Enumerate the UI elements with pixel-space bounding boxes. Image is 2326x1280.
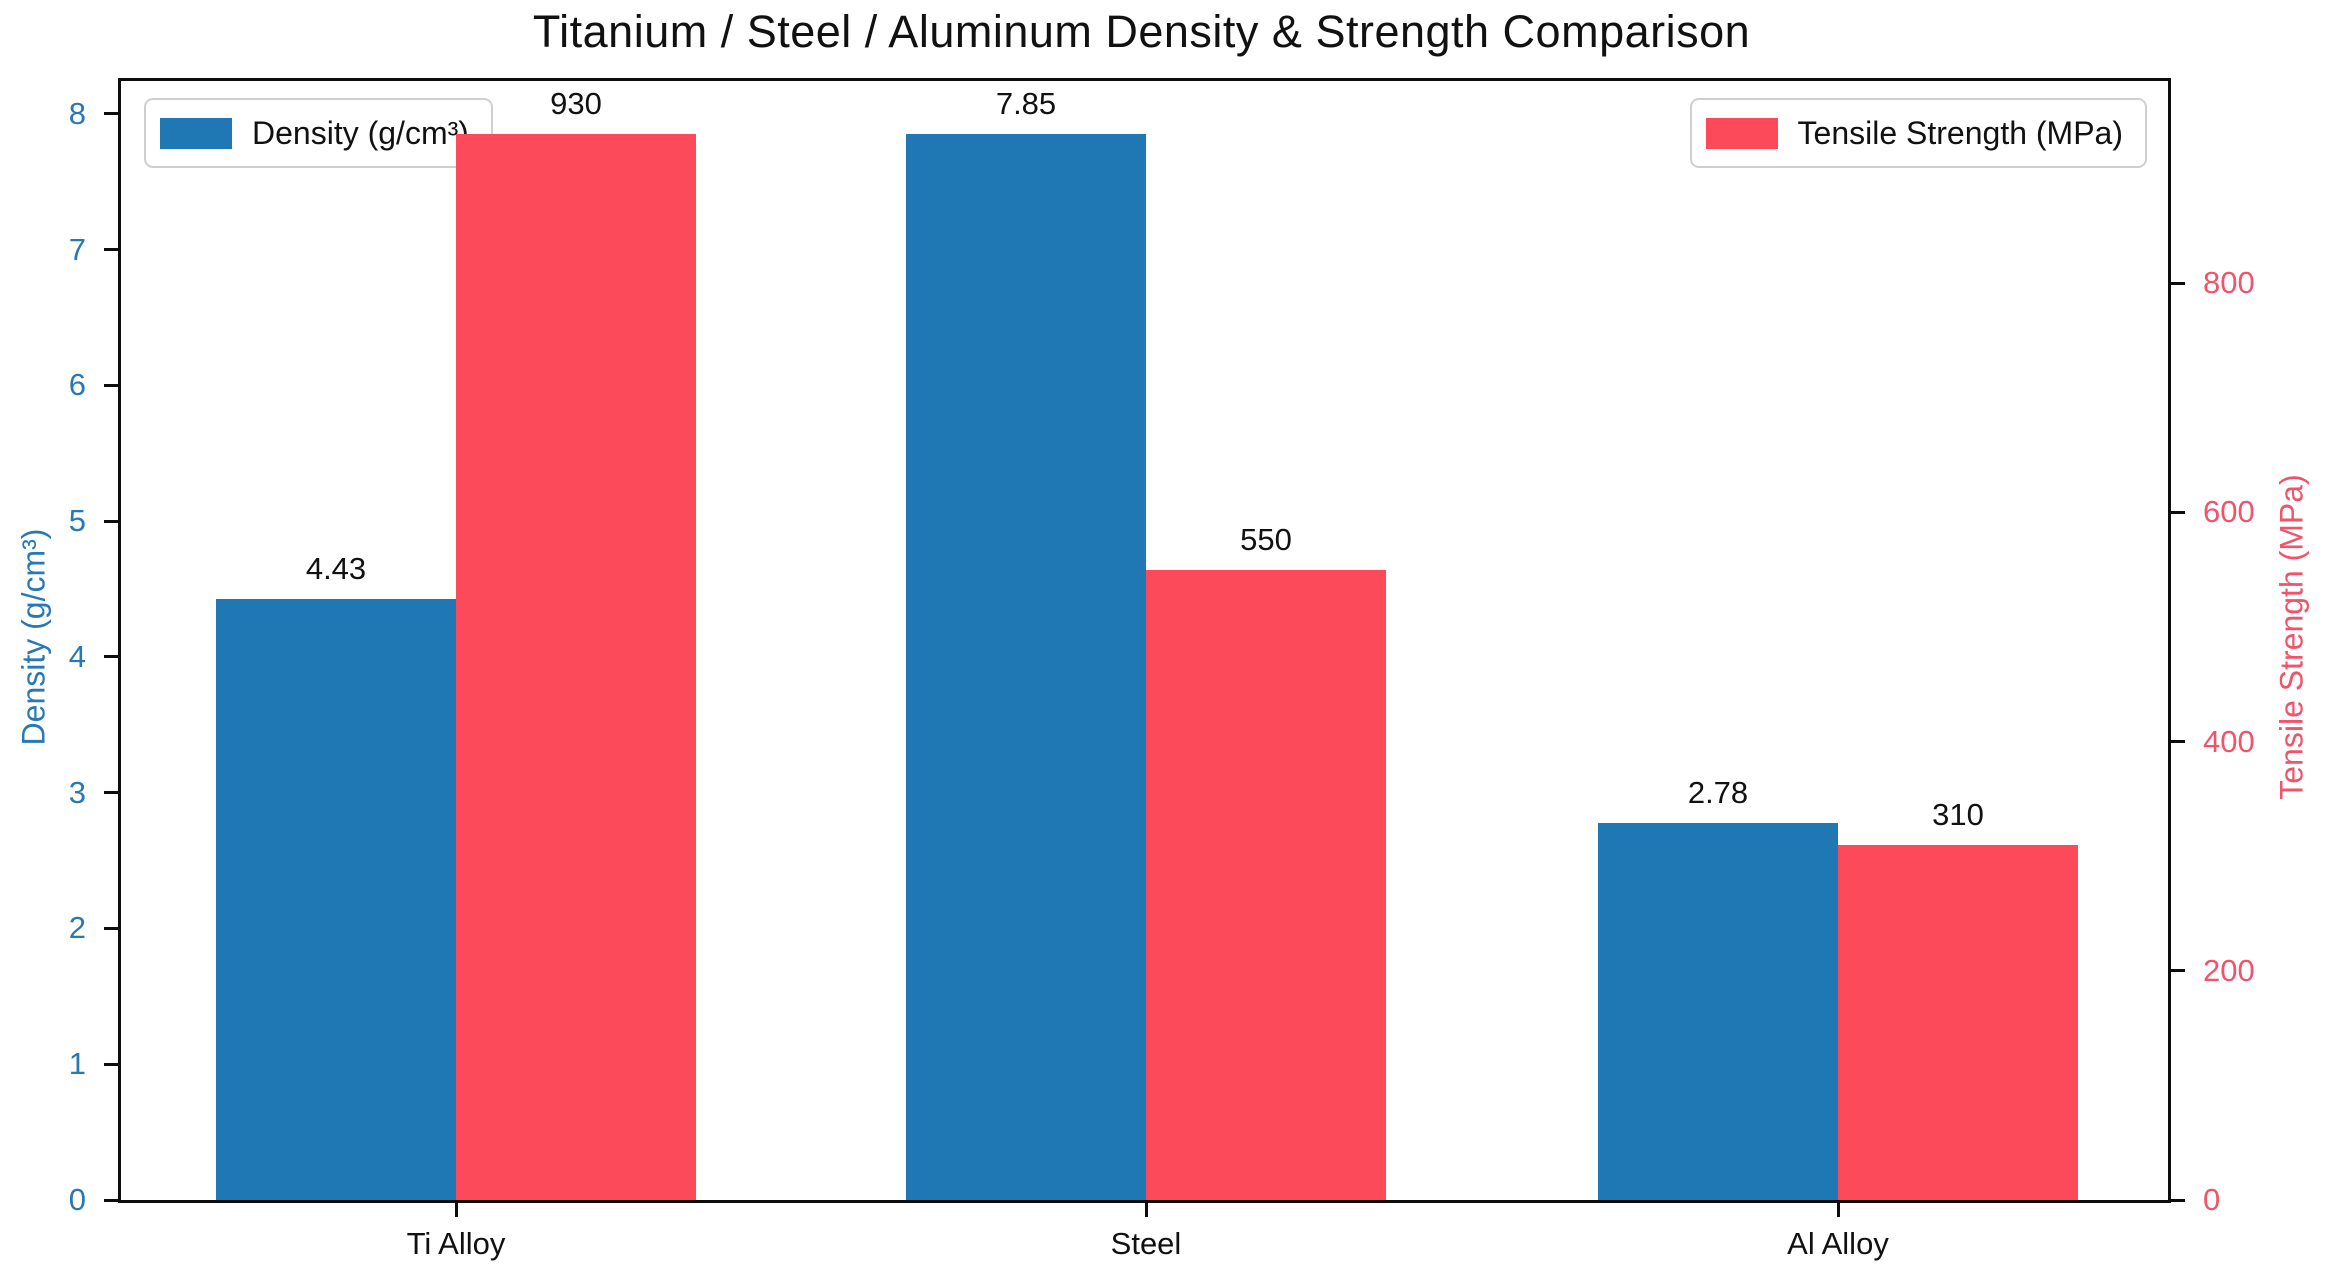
right-axis-title: Tensile Strength (MPa)	[2273, 474, 2310, 800]
right-axis-tick-label: 800	[2203, 265, 2255, 301]
right-axis-tick-mark	[2171, 1198, 2185, 1202]
x-axis-tick-mark	[1144, 1200, 1148, 1217]
bar-value-label-ti-alloy: 930	[550, 86, 602, 122]
tensile-bar-al-alloy	[1838, 844, 2078, 1200]
x-axis-tick-mark	[1836, 1200, 1840, 1217]
tensile-bar-steel	[1146, 569, 1386, 1200]
right-axis-tick-label: 200	[2203, 952, 2255, 988]
x-axis-tick-label-ti-alloy: Ti Alloy	[406, 1226, 506, 1261]
right-axis-tick-mark	[2171, 969, 2185, 973]
bar-value-label-steel: 7.85	[995, 86, 1057, 122]
right-axis-tick-mark	[2171, 740, 2185, 744]
left-axis-tick-mark	[104, 248, 118, 252]
left-axis-tick-mark	[104, 655, 118, 659]
left-axis-tick-label: 5	[68, 503, 86, 539]
left-axis-title: Density (g/cm³)	[15, 528, 52, 746]
left-axis-tick-mark	[104, 926, 118, 930]
bar-value-label-al-alloy: 310	[1932, 796, 1984, 832]
x-axis-tick-label-steel: Steel	[1110, 1226, 1182, 1261]
right-axis-tick-label: 600	[2203, 494, 2255, 530]
legend-tensile: Tensile Strength (MPa)	[1689, 98, 2147, 168]
left-axis-tick-mark	[104, 383, 118, 387]
right-axis-tick-label: 400	[2203, 723, 2255, 759]
left-axis-tick-label: 4	[68, 638, 86, 674]
left-axis-tick-label: 1	[68, 1046, 86, 1082]
left-axis-tick-mark	[104, 519, 118, 523]
tensile-legend-label: Tensile Strength (MPa)	[1797, 114, 2123, 151]
density-legend-swatch-icon	[160, 117, 232, 149]
left-axis-tick-label: 7	[68, 231, 86, 267]
x-axis-tick-mark	[454, 1200, 458, 1217]
right-axis-tick-label: 0	[2203, 1182, 2221, 1217]
left-axis-tick-mark	[104, 1198, 118, 1202]
left-axis-tick-mark	[104, 791, 118, 795]
plot-area: Density (g/cm³) Tensile Strength (MPa) 4…	[69, 78, 2255, 1261]
density-bar-ti-alloy	[216, 598, 456, 1200]
left-axis-tick-mark	[104, 1062, 118, 1066]
bar-value-label-ti-alloy: 4.43	[305, 550, 367, 586]
chart-title: Titanium / Steel / Aluminum Density & St…	[532, 6, 1751, 57]
density-bar-steel	[906, 134, 1146, 1200]
legend-density: Density (g/cm³)	[144, 98, 493, 168]
density-legend-label: Density (g/cm³)	[252, 114, 469, 151]
left-axis-tick-label: 8	[68, 95, 86, 131]
left-axis-tick-label: 2	[68, 910, 86, 946]
left-axis-tick-label: 0	[68, 1182, 86, 1217]
x-axis-tick-label-al-alloy: Al Alloy	[1787, 1226, 1889, 1261]
left-axis-tick-label: 6	[68, 367, 86, 403]
density-bar-al-alloy	[1598, 822, 1838, 1200]
left-axis-tick-label: 3	[68, 774, 86, 810]
right-axis-tick-mark	[2171, 510, 2185, 514]
tensile-bar-ti-alloy	[456, 134, 696, 1200]
left-axis-tick-mark	[104, 112, 118, 116]
tensile-legend-swatch-icon	[1705, 117, 1778, 149]
right-axis-tick-mark	[2171, 281, 2185, 285]
bar-value-label-steel: 550	[1240, 521, 1292, 557]
bar-value-label-al-alloy: 2.78	[1687, 774, 1749, 810]
